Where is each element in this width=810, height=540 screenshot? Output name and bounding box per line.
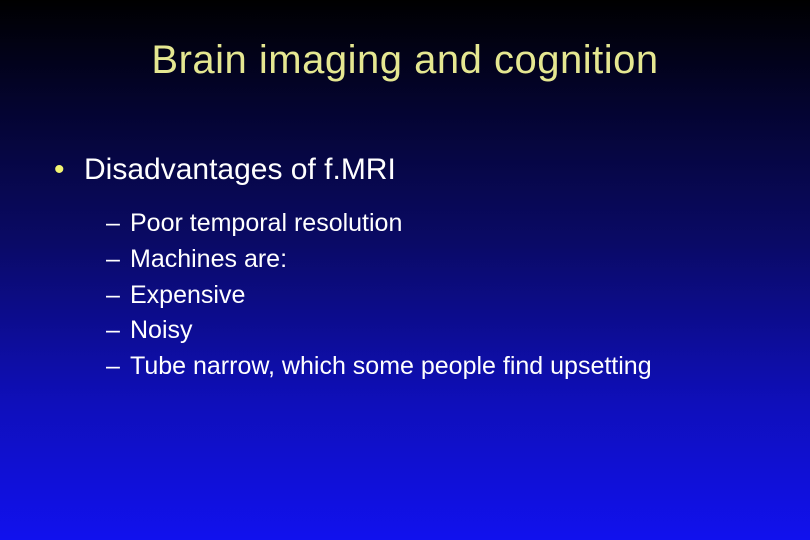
sub-bullet: – Noisy [106,314,760,348]
bullet-level-1: • Disadvantages of f.MRI [54,153,760,187]
slide: Brain imaging and cognition • Disadvanta… [0,0,810,540]
dash-icon: – [106,243,130,277]
sub-bullet: – Machines are: [106,243,760,277]
dash-icon: – [106,350,130,384]
sub-bullet-list: – Poor temporal resolution – Machines ar… [106,207,760,384]
sub-bullet-text: Noisy [130,314,193,348]
sub-bullet-text: Tube narrow, which some people find upse… [130,350,652,384]
dash-icon: – [106,207,130,241]
sub-bullet: – Poor temporal resolution [106,207,760,241]
sub-bullet-text: Poor temporal resolution [130,207,402,241]
bullet-level-1-text: Disadvantages of f.MRI [84,153,396,187]
sub-bullet: – Tube narrow, which some people find up… [106,350,760,384]
dash-icon: – [106,314,130,348]
dash-icon: – [106,279,130,313]
sub-bullet-text: Expensive [130,279,245,313]
slide-title: Brain imaging and cognition [50,38,760,83]
bullet-dot-icon: • [54,153,84,187]
sub-bullet: – Expensive [106,279,760,313]
sub-bullet-text: Machines are: [130,243,287,277]
